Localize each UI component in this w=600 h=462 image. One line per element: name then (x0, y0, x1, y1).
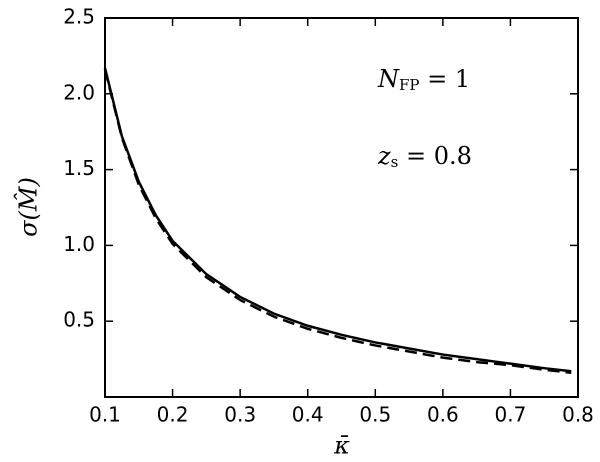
annotation-sub: s (391, 153, 399, 171)
annotation-main: z (377, 142, 391, 170)
annotation-rest: = 0.8 (398, 142, 472, 170)
annotation-rest: = 1 (420, 65, 471, 93)
y-tick-label: 2.0 (63, 80, 95, 104)
y-tick-label: 0.5 (63, 308, 95, 332)
x-tick-label: 0.6 (427, 403, 459, 427)
data-line (103, 67, 572, 373)
x-tick-label: 0.3 (224, 403, 256, 427)
plot-frame (104, 17, 579, 398)
y-tick-label: 2.5 (63, 5, 95, 29)
annotation-sub: FP (399, 76, 420, 94)
annotation-main: N (377, 65, 400, 93)
y-tick-label: 1.0 (63, 232, 95, 256)
y-tick-label: 1.5 (63, 156, 95, 180)
x-tick-label: 0.4 (292, 403, 324, 427)
x-axis-label: κ̄ (333, 432, 350, 460)
annotation: zs = 0.8 (377, 142, 472, 172)
y-axis-label: σ(M̂) (14, 177, 42, 237)
x-tick-label: 0.8 (562, 403, 594, 427)
x-tick-label: 0.7 (495, 403, 527, 427)
annotation: NFP = 1 (377, 65, 470, 95)
x-tick-label: 0.5 (359, 403, 391, 427)
x-tick-label: 0.1 (89, 403, 121, 427)
x-tick-label: 0.2 (157, 403, 189, 427)
data-line (103, 69, 572, 374)
